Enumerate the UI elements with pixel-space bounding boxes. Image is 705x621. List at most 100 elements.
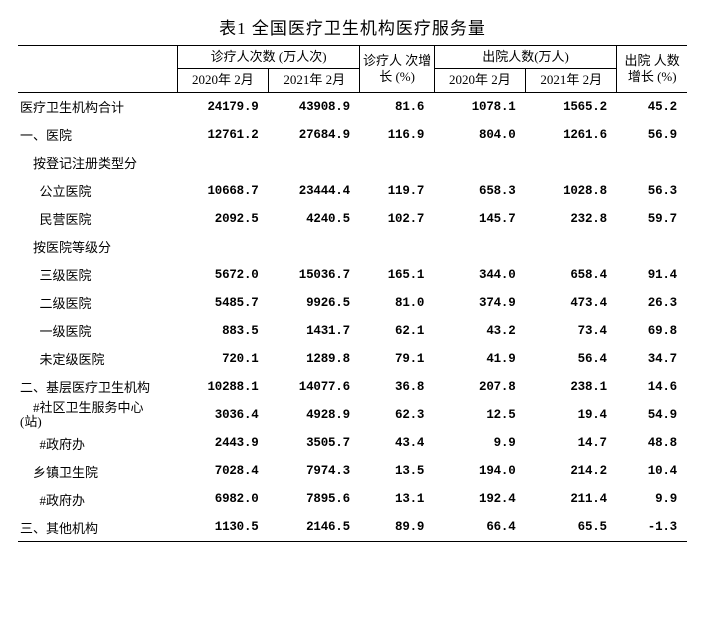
table-row: 医疗卫生机构合计24179.943908.981.61078.11565.245… <box>18 92 687 121</box>
row-label: 三级医院 <box>18 261 177 289</box>
table-row: 二级医院5485.79926.581.0374.9473.426.3 <box>18 289 687 317</box>
table-header: 诊疗人次数 (万人次) 诊疗人 次增长 (%) 出院人数(万人) 出院 人数 增… <box>18 46 687 93</box>
cell-value: 43908.9 <box>269 92 360 121</box>
cell-value: 34.7 <box>617 345 687 373</box>
cell-value <box>617 233 687 261</box>
cell-value <box>360 233 434 261</box>
cell-value: 207.8 <box>434 373 525 401</box>
cell-value: 344.0 <box>434 261 525 289</box>
cell-value <box>177 233 268 261</box>
row-label: #社区卫生服务中心 (站) <box>18 401 177 430</box>
cell-value: 13.5 <box>360 457 434 485</box>
cell-value <box>617 149 687 177</box>
header-group-visits: 诊疗人次数 (万人次) <box>177 46 360 69</box>
cell-value: 12.5 <box>434 401 525 430</box>
row-label: 按登记注册类型分 <box>18 149 177 177</box>
cell-value: 65.5 <box>526 513 617 542</box>
cell-value: 720.1 <box>177 345 268 373</box>
cell-value: 69.8 <box>617 317 687 345</box>
cell-value: 81.6 <box>360 92 434 121</box>
cell-value: 804.0 <box>434 121 525 149</box>
cell-value: 23444.4 <box>269 177 360 205</box>
cell-value <box>526 149 617 177</box>
cell-value: 119.7 <box>360 177 434 205</box>
row-label: 一、医院 <box>18 121 177 149</box>
cell-value: 3505.7 <box>269 429 360 457</box>
row-label: 乡镇卫生院 <box>18 457 177 485</box>
cell-value: 19.4 <box>526 401 617 430</box>
cell-value <box>434 149 525 177</box>
table-row: 未定级医院720.11289.879.141.956.434.7 <box>18 345 687 373</box>
cell-value: 54.9 <box>617 401 687 430</box>
cell-value: 14.6 <box>617 373 687 401</box>
header-discharge-2020: 2020年 2月 <box>434 69 525 92</box>
cell-value: 211.4 <box>526 485 617 513</box>
row-label: 一级医院 <box>18 317 177 345</box>
cell-value: 3036.4 <box>177 401 268 430</box>
cell-value: 26.3 <box>617 289 687 317</box>
row-label: #政府办 <box>18 485 177 513</box>
cell-value: 9.9 <box>434 429 525 457</box>
cell-value: 56.9 <box>617 121 687 149</box>
cell-value: 15036.7 <box>269 261 360 289</box>
cell-value: 145.7 <box>434 205 525 233</box>
cell-value: 374.9 <box>434 289 525 317</box>
row-label: 三、其他机构 <box>18 513 177 542</box>
cell-value: 27684.9 <box>269 121 360 149</box>
cell-value: 1130.5 <box>177 513 268 542</box>
cell-value: 883.5 <box>177 317 268 345</box>
header-discharge-2021: 2021年 2月 <box>526 69 617 92</box>
cell-value: 7974.3 <box>269 457 360 485</box>
cell-value: 473.4 <box>526 289 617 317</box>
cell-value <box>360 149 434 177</box>
cell-value: 1078.1 <box>434 92 525 121</box>
table-row: #政府办6982.07895.613.1192.4211.49.9 <box>18 485 687 513</box>
cell-value <box>269 233 360 261</box>
cell-value: 10288.1 <box>177 373 268 401</box>
row-label: 医疗卫生机构合计 <box>18 92 177 121</box>
cell-value: 1289.8 <box>269 345 360 373</box>
cell-value: 9.9 <box>617 485 687 513</box>
cell-value <box>269 149 360 177</box>
cell-value: 66.4 <box>434 513 525 542</box>
row-label: 民营医院 <box>18 205 177 233</box>
cell-value: 48.8 <box>617 429 687 457</box>
cell-value: 43.4 <box>360 429 434 457</box>
cell-value: 232.8 <box>526 205 617 233</box>
cell-value: 1565.2 <box>526 92 617 121</box>
cell-value: 14077.6 <box>269 373 360 401</box>
row-label: #政府办 <box>18 429 177 457</box>
cell-value: 238.1 <box>526 373 617 401</box>
row-label: 未定级医院 <box>18 345 177 373</box>
cell-value: 1261.6 <box>526 121 617 149</box>
cell-value: 6982.0 <box>177 485 268 513</box>
header-discharge-growth: 出院 人数 增长 (%) <box>617 46 687 93</box>
row-label: 二级医院 <box>18 289 177 317</box>
row-label: 二、基层医疗卫生机构 <box>18 373 177 401</box>
cell-value: 165.1 <box>360 261 434 289</box>
table-row: 按登记注册类型分 <box>18 149 687 177</box>
cell-value: 5485.7 <box>177 289 268 317</box>
cell-value: 59.7 <box>617 205 687 233</box>
cell-value: 658.4 <box>526 261 617 289</box>
cell-value: 91.4 <box>617 261 687 289</box>
cell-value: 36.8 <box>360 373 434 401</box>
table-row: 一级医院883.51431.762.143.273.469.8 <box>18 317 687 345</box>
table-row: #社区卫生服务中心 (站)3036.44928.962.312.519.454.… <box>18 401 687 430</box>
cell-value: 24179.9 <box>177 92 268 121</box>
table-row: 按医院等级分 <box>18 233 687 261</box>
cell-value: 81.0 <box>360 289 434 317</box>
cell-value: 10.4 <box>617 457 687 485</box>
cell-value: 194.0 <box>434 457 525 485</box>
cell-value: 43.2 <box>434 317 525 345</box>
cell-value: 89.9 <box>360 513 434 542</box>
table-title: 表1 全国医疗卫生机构医疗服务量 <box>18 14 687 39</box>
cell-value: 1028.8 <box>526 177 617 205</box>
cell-value: 41.9 <box>434 345 525 373</box>
cell-value: 4240.5 <box>269 205 360 233</box>
table-row: 二、基层医疗卫生机构10288.114077.636.8207.8238.114… <box>18 373 687 401</box>
header-visits-2021: 2021年 2月 <box>269 69 360 92</box>
cell-value: -1.3 <box>617 513 687 542</box>
cell-value: 7028.4 <box>177 457 268 485</box>
cell-value <box>526 233 617 261</box>
